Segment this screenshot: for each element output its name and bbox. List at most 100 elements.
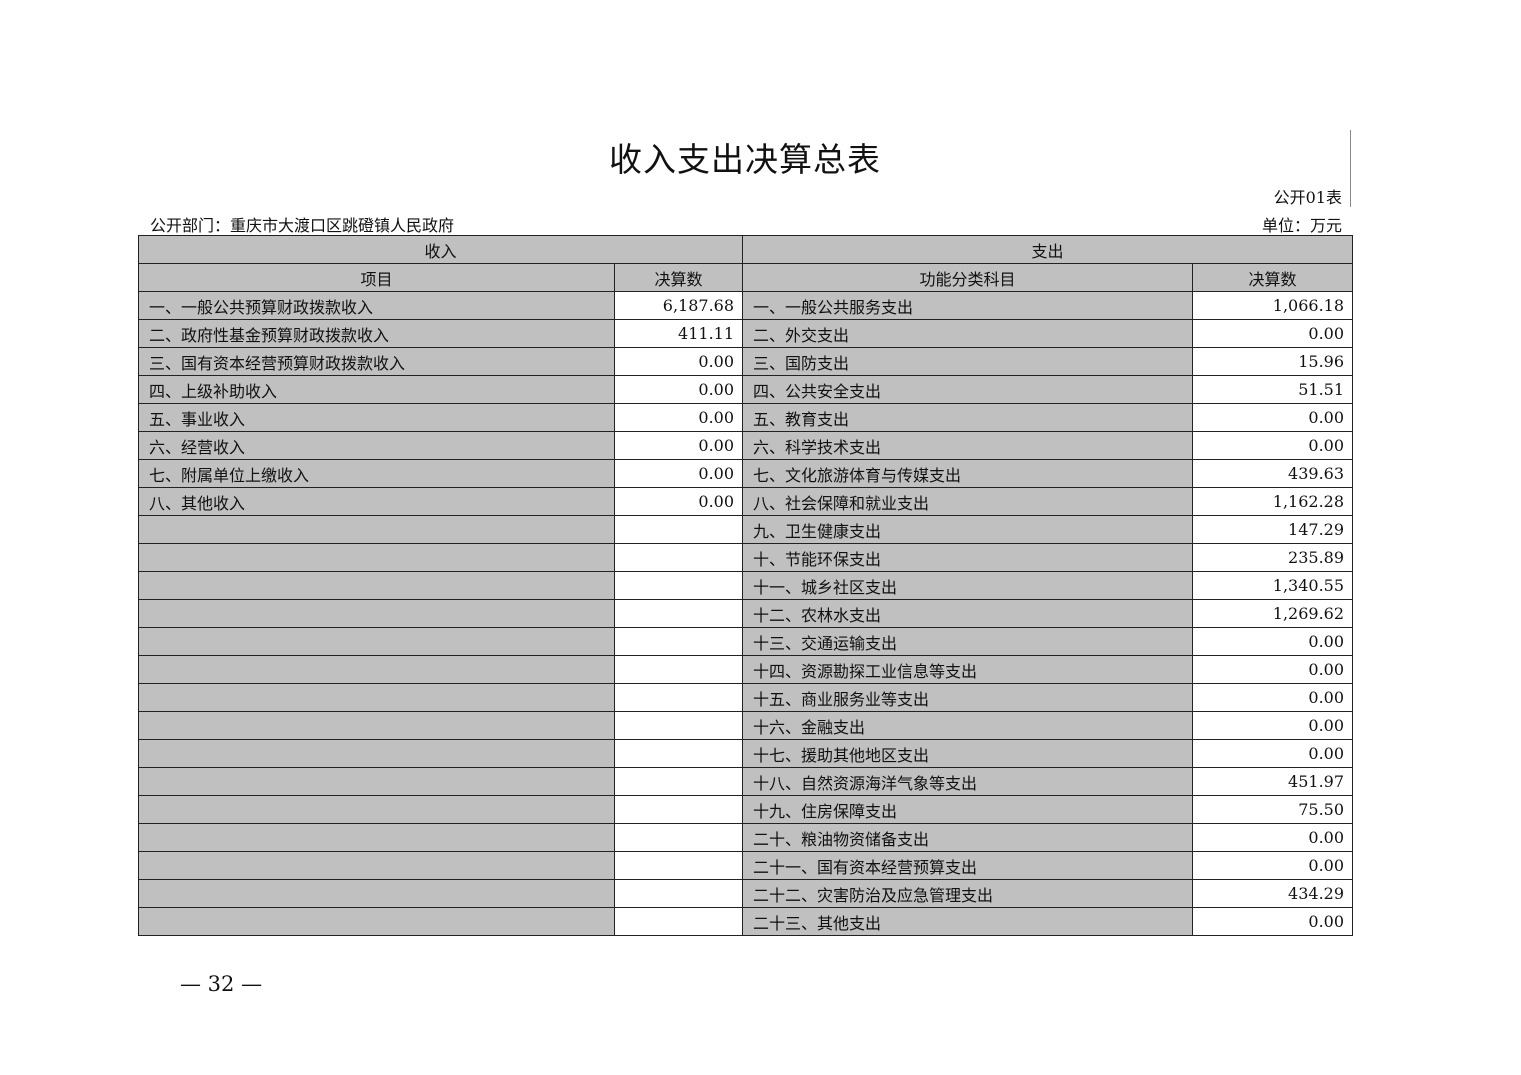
expense-amount-cell: 51.51 [1192, 375, 1354, 404]
table-row: 二十、粮油物资储备支出 0.00 [138, 823, 1354, 852]
income-item-cell: 七、附属单位上缴收入 [138, 459, 615, 488]
income-item-cell: 二、政府性基金预算财政拨款收入 [138, 319, 615, 348]
income-item-header: 项目 [138, 263, 615, 292]
table-row: 九、卫生健康支出 147.29 [138, 515, 1354, 544]
expense-amount-cell: 1,340.55 [1192, 571, 1354, 600]
expense-item-cell: 一、一般公共服务支出 [742, 291, 1194, 320]
expense-item-cell: 十、节能环保支出 [742, 543, 1194, 572]
expense-item-cell: 七、文化旅游体育与传媒支出 [742, 459, 1194, 488]
income-item-cell [138, 711, 615, 740]
income-item-cell [138, 655, 615, 684]
table-row: 五、事业收入 0.00 五、教育支出 0.00 [138, 403, 1354, 432]
expense-item-cell: 二十一、国有资本经营预算支出 [742, 851, 1194, 880]
income-amount-cell [613, 627, 744, 656]
income-item-cell [138, 571, 615, 600]
income-header: 收入 [137, 235, 744, 264]
expense-amount-cell: 434.29 [1192, 879, 1354, 908]
table-row: 二十三、其他支出 0.00 [138, 907, 1354, 936]
income-item-cell: 八、其他收入 [138, 487, 615, 516]
income-item-cell [138, 767, 615, 796]
expense-amount-cell: 0.00 [1192, 739, 1354, 768]
income-amount-cell: 411.11 [613, 319, 744, 348]
table-row: 六、经营收入 0.00 六、科学技术支出 0.00 [138, 431, 1354, 460]
income-item-cell [138, 795, 615, 824]
expense-item-cell: 十七、援助其他地区支出 [742, 739, 1194, 768]
expense-amount-cell: 147.29 [1192, 515, 1354, 544]
table-row: 十一、城乡社区支出 1,340.55 [138, 571, 1354, 600]
income-amount-cell [613, 879, 744, 908]
income-amount-cell [613, 739, 744, 768]
expense-amount-cell: 0.00 [1192, 711, 1354, 740]
income-item-cell [138, 879, 615, 908]
expense-item-cell: 二十二、灾害防治及应急管理支出 [742, 879, 1194, 908]
income-item-cell: 五、事业收入 [138, 403, 615, 432]
income-amount-cell: 6,187.68 [613, 291, 744, 320]
department-label: 公开部门：重庆市大渡口区跳磴镇人民政府 [150, 216, 455, 235]
expense-amount-cell: 1,066.18 [1192, 291, 1354, 320]
page-number: — 32 — [180, 972, 263, 996]
expense-item-cell: 十九、住房保障支出 [742, 795, 1194, 824]
income-amount-cell [613, 795, 744, 824]
expense-amount-cell: 0.00 [1192, 627, 1354, 656]
income-item-cell [138, 851, 615, 880]
table-row: 一、一般公共预算财政拨款收入 6,187.68 一、一般公共服务支出 1,066.18 [138, 291, 1354, 320]
expense-amount-cell: 439.63 [1192, 459, 1354, 488]
income-amount-cell: 0.00 [613, 459, 744, 488]
income-amount-cell [613, 599, 744, 628]
expense-amount-cell: 0.00 [1192, 403, 1354, 432]
income-item-cell [138, 515, 615, 544]
income-item-cell [138, 627, 615, 656]
table-row: 十二、农林水支出 1,269.62 [138, 599, 1354, 628]
table-row: 十四、资源勘探工业信息等支出 0.00 [138, 655, 1354, 684]
table-row: 十五、商业服务业等支出 0.00 [138, 683, 1354, 712]
expense-amount-header: 决算数 [1192, 263, 1354, 292]
table-row: 八、其他收入 0.00 八、社会保障和就业支出 1,162.28 [138, 487, 1354, 516]
income-amount-cell [613, 767, 744, 796]
expense-item-cell: 十八、自然资源海洋气象等支出 [742, 767, 1194, 796]
expense-amount-cell: 0.00 [1192, 431, 1354, 460]
expense-item-cell: 二十、粮油物资储备支出 [742, 823, 1194, 852]
table-row: 十七、援助其他地区支出 0.00 [138, 739, 1354, 768]
income-item-cell: 六、经营收入 [138, 431, 615, 460]
expense-amount-cell: 1,162.28 [1192, 487, 1354, 516]
table-row: 十六、金融支出 0.00 [138, 711, 1354, 740]
expense-item-cell: 九、卫生健康支出 [742, 515, 1194, 544]
expense-item-cell: 六、科学技术支出 [742, 431, 1194, 460]
income-amount-cell: 0.00 [613, 375, 744, 404]
income-item-cell [138, 599, 615, 628]
income-amount-cell: 0.00 [613, 403, 744, 432]
income-item-cell [138, 823, 615, 852]
expense-item-cell: 十六、金融支出 [742, 711, 1194, 740]
expense-item-cell: 十五、商业服务业等支出 [742, 683, 1194, 712]
income-amount-cell [613, 515, 744, 544]
expense-amount-cell: 0.00 [1192, 319, 1354, 348]
expense-amount-cell: 451.97 [1192, 767, 1354, 796]
income-item-cell [138, 543, 615, 572]
table-row: 十、节能环保支出 235.89 [138, 543, 1354, 572]
expense-amount-cell: 0.00 [1192, 851, 1354, 880]
table-row: 七、附属单位上缴收入 0.00 七、文化旅游体育与传媒支出 439.63 [138, 459, 1354, 488]
expense-amount-cell: 75.50 [1192, 795, 1354, 824]
budget-table: 收入 支出 项目 决算数 功能分类科目 决算数 一、一般公共预算财政拨款收入 6,… [137, 235, 1354, 936]
expense-item-cell: 十二、农林水支出 [742, 599, 1194, 628]
table-row: 十三、交通运输支出 0.00 [138, 627, 1354, 656]
expense-amount-cell: 0.00 [1192, 823, 1354, 852]
income-amount-cell [613, 683, 744, 712]
income-amount-cell [613, 711, 744, 740]
income-item-cell: 四、上级补助收入 [138, 375, 615, 404]
expense-item-cell: 三、国防支出 [742, 347, 1194, 376]
income-amount-cell [613, 907, 744, 936]
table-number: 公开01表 [1273, 188, 1342, 207]
expense-item-cell: 十四、资源勘探工业信息等支出 [742, 655, 1194, 684]
table-row: 二十一、国有资本经营预算支出 0.00 [138, 851, 1354, 880]
expense-amount-cell: 1,269.62 [1192, 599, 1354, 628]
income-item-cell: 三、国有资本经营预算财政拨款收入 [138, 347, 615, 376]
table-row: 三、国有资本经营预算财政拨款收入 0.00 三、国防支出 15.96 [138, 347, 1354, 376]
income-item-cell [138, 683, 615, 712]
expense-item-cell: 十一、城乡社区支出 [742, 571, 1194, 600]
table-row: 十八、自然资源海洋气象等支出 451.97 [138, 767, 1354, 796]
table-row: 二十二、灾害防治及应急管理支出 434.29 [138, 879, 1354, 908]
income-item-cell [138, 739, 615, 768]
header-row-group: 收入 支出 [137, 235, 1354, 264]
income-amount-cell: 0.00 [613, 487, 744, 516]
